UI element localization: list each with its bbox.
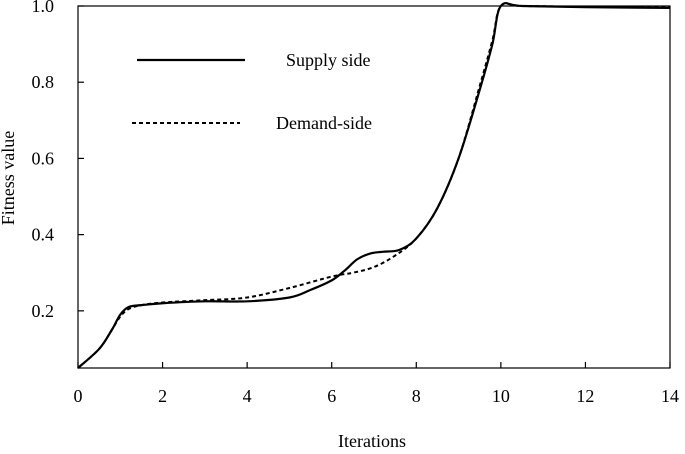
x-axis: 0 2 4 6 8 10 12 14	[74, 362, 679, 406]
y-tick-label: 0.2	[32, 301, 55, 321]
x-tick-label: 14	[661, 386, 679, 406]
x-tick-label: 2	[158, 386, 167, 406]
y-tick-label: 0.6	[32, 148, 55, 168]
x-axis-title: Iterations	[338, 431, 406, 451]
x-tick-label: 6	[327, 386, 336, 406]
y-tick-label: 0.8	[32, 72, 55, 92]
y-axis-title: Fitness value	[0, 131, 18, 226]
x-tick-label: 8	[412, 386, 421, 406]
x-tick-label: 0	[74, 386, 83, 406]
series-layer	[77, 2, 671, 369]
plot-area	[77, 5, 671, 369]
plot-frame	[77, 5, 671, 369]
x-tick-label: 4	[243, 386, 252, 406]
y-axis: 0.2 0.4 0.6 0.8 1.0	[32, 0, 84, 321]
y-tick-label: 0.4	[32, 225, 55, 245]
y-tick-label: 1.0	[32, 0, 55, 16]
legend-label: Demand-side	[276, 113, 372, 133]
x-tick-label: 12	[576, 386, 594, 406]
legend-label: Supply side	[286, 50, 371, 70]
series-line-supply-side	[77, 2, 671, 369]
x-tick-label: 10	[492, 386, 510, 406]
series-line-demand-side	[77, 2, 671, 369]
legend: Supply side Demand-side	[132, 50, 372, 133]
